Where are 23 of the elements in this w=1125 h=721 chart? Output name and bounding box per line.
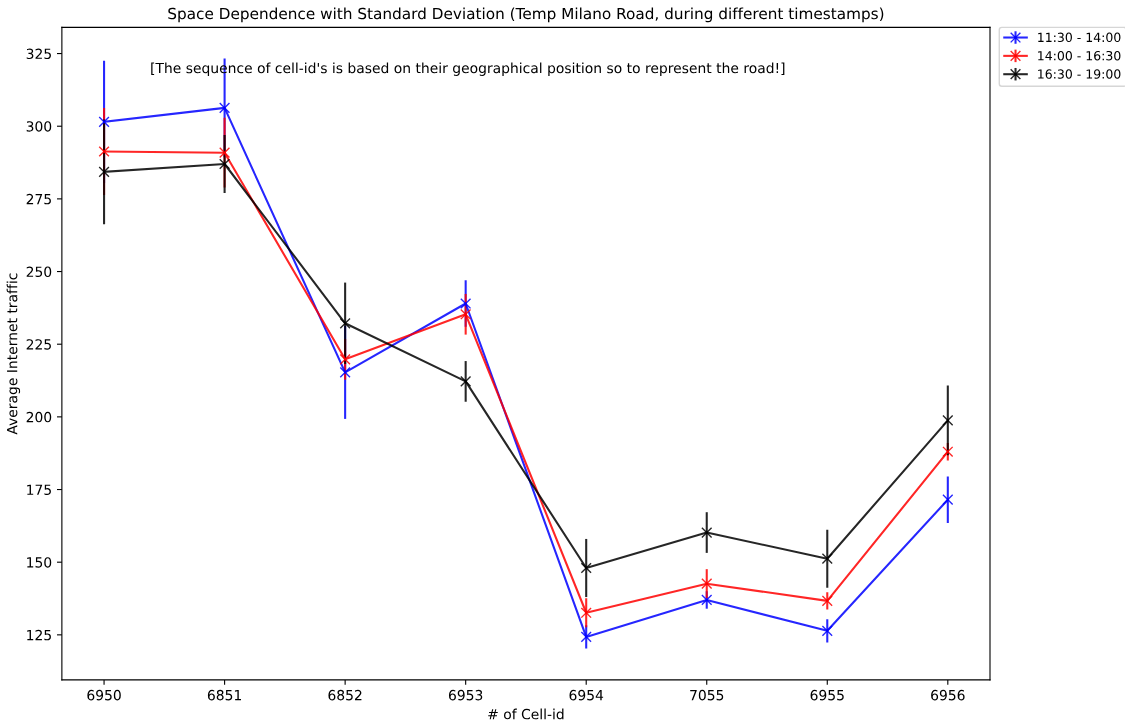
y-tick-label: 150 — [27, 557, 52, 568]
y-tick-label: 325 — [26, 48, 51, 60]
x-tick-label: 6955 — [810, 689, 844, 701]
legend-label: 16:30 - 19:00 — [1038, 69, 1121, 79]
legend-label: 11:30 - 14:00 — [1038, 32, 1121, 43]
y-tick-label: 175 — [27, 484, 51, 495]
x-tick-label: 7055 — [690, 689, 724, 701]
x-tick-label: 6956 — [931, 689, 965, 701]
x-tick-label: 6950 — [87, 689, 121, 701]
y-tick-label: 275 — [26, 193, 51, 205]
x-tick-label: 6953 — [448, 689, 483, 701]
y-tick-label: 200 — [26, 411, 52, 423]
chart-title: Space Dependence with Standard Deviation (Temp Milano Road, during different timestamps) — [168, 7, 884, 23]
y-axis-title: Average Internet traffic — [6, 273, 21, 435]
legend-label: 14:00 - 16:30 — [1038, 50, 1121, 61]
y-tick-label: 300 — [26, 121, 52, 132]
x-tick-label: 6851 — [207, 689, 241, 701]
x-tick-label: 6954 — [569, 689, 604, 701]
x-tick-label: 6852 — [328, 689, 362, 701]
y-tick-label: 125 — [27, 629, 51, 641]
y-tick-label: 225 — [26, 339, 51, 350]
x-axis-title: # of Cell-id — [488, 708, 564, 720]
y-tick-label: 250 — [26, 266, 52, 278]
